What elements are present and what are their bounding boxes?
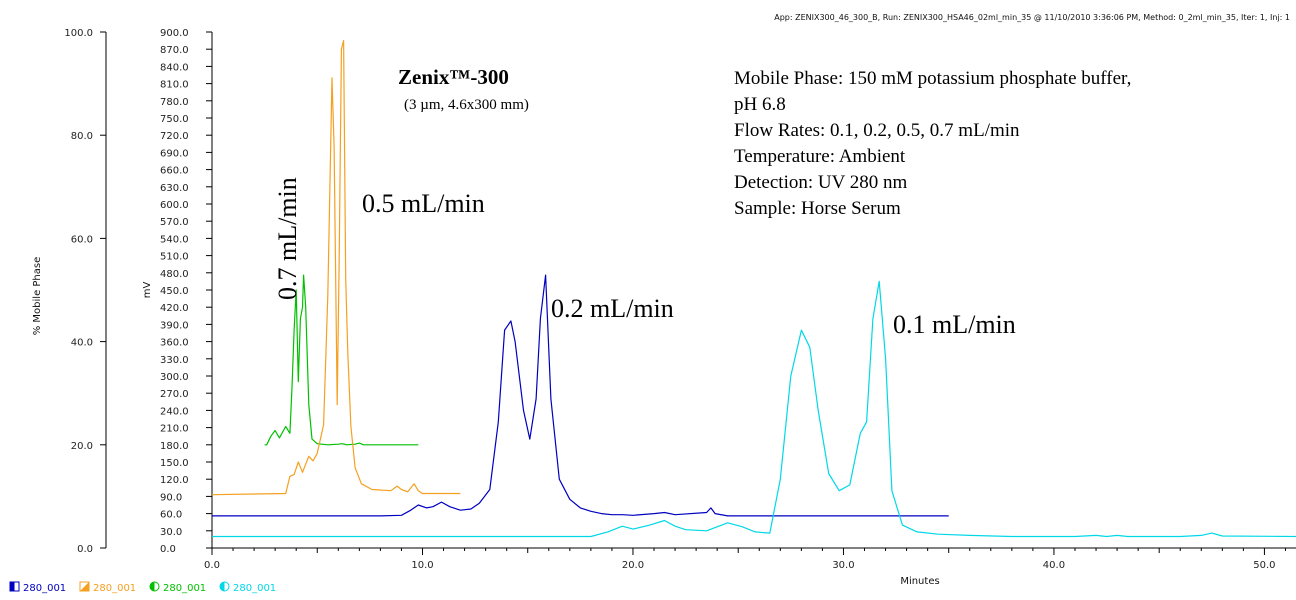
legend-item: 280_001 (79, 581, 136, 594)
product-name: Zenix™-300 (398, 65, 509, 89)
condition-line: Sample: Horse Serum (734, 198, 901, 219)
right-tick-label: 510.0 (160, 252, 189, 263)
right-tick-label: 870.0 (160, 45, 189, 56)
right-tick-label: 720.0 (160, 131, 189, 142)
series-line (212, 280, 1296, 538)
right-tick-label: 390.0 (160, 320, 189, 331)
legend-label: 280_001 (23, 583, 66, 594)
x-tick-label: 30.0 (832, 560, 854, 571)
condition-line: Mobile Phase: 150 mM potassium phosphate… (734, 68, 1131, 89)
right-tick-label: 900.0 (160, 28, 189, 39)
product-spec: (3 µm, 4.6x300 mm) (404, 97, 529, 113)
half-filled-circle-icon (219, 581, 230, 592)
x-tick-label: 20.0 (622, 560, 644, 571)
right-tick-label: 90.0 (160, 492, 182, 503)
right-tick-label: 570.0 (160, 217, 189, 228)
right-tick-label: 630.0 (160, 183, 189, 194)
right-tick-label: 180.0 (160, 441, 189, 452)
right-tick-label: 480.0 (160, 269, 189, 280)
condition-line: Detection: UV 280 nm (734, 172, 907, 193)
right-tick-label: 780.0 (160, 97, 189, 108)
right-tick-label: 60.0 (160, 510, 182, 521)
right-tick-label: 150.0 (160, 458, 189, 469)
condition-line: Temperature: Ambient (734, 146, 906, 167)
x-axis: 0.0 10.0 20.0 30.0 40.0 50.0 (204, 547, 1296, 571)
left-tick-label: 0.0 (77, 544, 93, 555)
right-tick-label: 420.0 (160, 303, 189, 314)
x-axis-title: Minutes (900, 576, 939, 587)
left-tick-label: 20.0 (71, 441, 93, 452)
legend-label: 280_001 (93, 583, 136, 594)
series-line (212, 274, 949, 517)
conditions-block: Mobile Phase: 150 mM potassium phosphate… (734, 68, 1131, 219)
condition-line: pH 6.8 (734, 94, 786, 115)
x-tick-label: 40.0 (1043, 560, 1065, 571)
right-tick-label: 360.0 (160, 338, 189, 349)
left-tick-label: 60.0 (71, 234, 93, 245)
legend-item: 280_001 (219, 581, 276, 594)
right-tick-label: 810.0 (160, 80, 189, 91)
left-axis: 0.0 20.0 40.0 60.0 80.0 100.0 (64, 28, 107, 555)
right-tick-label: 210.0 (160, 424, 189, 435)
right-tick-label: 600.0 (160, 200, 189, 211)
right-tick-label: 30.0 (160, 527, 182, 538)
annotation-0-2-ml-min: 0.2 mL/min (551, 294, 674, 323)
run-header: App: ZENIX300_46_300_B, Run: ZENIX300_HS… (774, 13, 1290, 22)
condition-line: Flow Rates: 0.1, 0.2, 0.5, 0.7 mL/min (734, 120, 1020, 141)
x-tick-label: 50.0 (1253, 560, 1275, 571)
left-tick-label: 40.0 (71, 338, 93, 349)
annotation-0-1-ml-min: 0.1 mL/min (893, 310, 1016, 339)
series-line (211, 40, 461, 496)
right-tick-label: 120.0 (160, 475, 189, 486)
right-tick-label: 0.0 (160, 544, 176, 555)
legend: 280_001 280_001 280_001 280_001 (9, 581, 276, 594)
right-tick-label: 690.0 (160, 148, 189, 159)
annotation-0-7-ml-min: 0.7 mL/min (273, 177, 302, 300)
left-axis-title: % Mobile Phase (32, 257, 43, 336)
left-tick-label: 100.0 (64, 28, 93, 39)
series-layer (211, 40, 1296, 538)
right-tick-label: 300.0 (160, 372, 189, 383)
right-tick-label: 750.0 (160, 114, 189, 125)
right-tick-label: 270.0 (160, 389, 189, 400)
right-tick-label: 450.0 (160, 286, 189, 297)
right-axis: 0.0 30.0 60.0 90.0 120.0 150.0 180.0 210.0 240.0… (160, 28, 213, 555)
right-tick-label: 330.0 (160, 355, 189, 366)
legend-item: 280_001 (149, 581, 206, 594)
half-filled-circle-icon (149, 581, 160, 592)
half-filled-square-icon (9, 581, 20, 592)
legend-label: 280_001 (163, 583, 206, 594)
legend-label: 280_001 (233, 583, 276, 594)
right-axis-title: mV (142, 282, 153, 299)
right-tick-label: 840.0 (160, 62, 189, 73)
right-tick-label: 240.0 (160, 406, 189, 417)
triangle-square-icon (79, 581, 90, 592)
x-tick-label: 10.0 (411, 560, 433, 571)
legend-item: 280_001 (9, 581, 66, 594)
right-tick-label: 660.0 (160, 166, 189, 177)
left-tick-label: 80.0 (71, 131, 93, 142)
x-tick-label: 0.0 (204, 560, 220, 571)
annotation-0-5-ml-min: 0.5 mL/min (362, 189, 485, 218)
right-tick-label: 540.0 (160, 234, 189, 245)
